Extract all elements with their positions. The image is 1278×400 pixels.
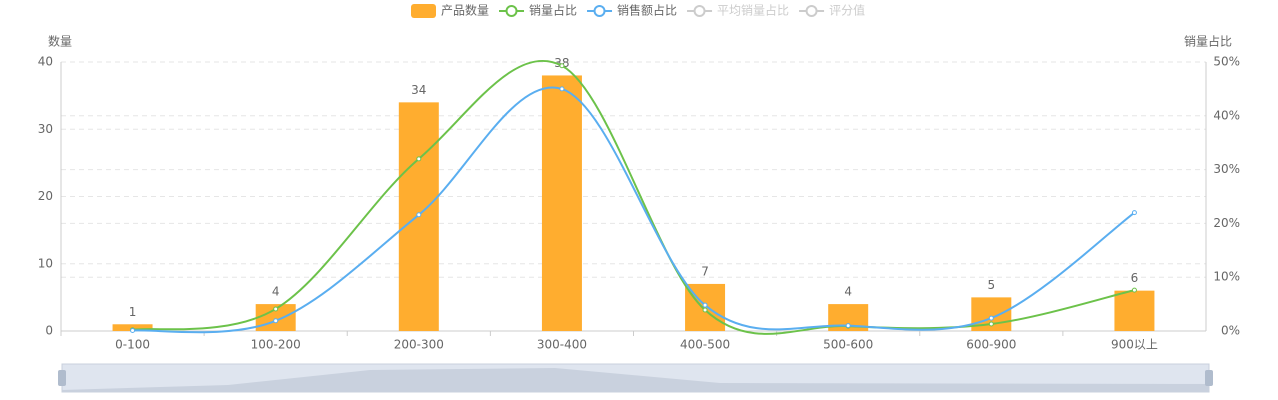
x-tick-label: 900以上 <box>1111 338 1158 352</box>
y2-tick-label: 20% <box>1213 216 1240 230</box>
legend-icon <box>805 5 818 17</box>
legend-icon <box>693 5 706 17</box>
y2-tick-label: 30% <box>1213 162 1240 176</box>
legend: 产品数量 销量占比 销售额占比 平均销量占比 评分值 <box>411 3 865 18</box>
legend-icon <box>411 4 436 18</box>
zoom-shadow <box>62 368 1209 392</box>
y-tick-label: 20 <box>38 189 53 203</box>
x-tick-label: 200-300 <box>394 338 444 352</box>
line <box>132 59 1135 335</box>
y-tick-label: 30 <box>38 122 53 136</box>
data-label: 38 <box>554 56 569 70</box>
x-tick-label: 400-500 <box>680 338 730 352</box>
data-label: 34 <box>411 83 426 97</box>
line-point <box>559 63 565 69</box>
x-tick-label: 0-100 <box>115 338 150 352</box>
data-label: 4 <box>272 285 280 299</box>
zoom-handle[interactable] <box>1205 370 1213 386</box>
legend-label[interactable]: 产品数量 <box>441 3 489 18</box>
line <box>132 86 1136 334</box>
line-point <box>130 327 136 333</box>
y-tick-label: 10 <box>38 256 53 270</box>
y2-tick-label: 0% <box>1221 324 1240 338</box>
legend-label[interactable]: 平均销量占比 <box>717 3 789 18</box>
legend-label[interactable]: 评分值 <box>829 3 865 18</box>
line-point <box>416 156 422 162</box>
line-point <box>273 318 279 324</box>
legend-icon <box>593 5 606 17</box>
x-tick-label: 100-200 <box>251 338 301 352</box>
y-axis-label: 数量 <box>48 34 72 49</box>
line-point <box>273 306 279 312</box>
y-tick-label: 0 <box>45 324 53 338</box>
line-point <box>988 321 994 327</box>
zoom-handle[interactable] <box>58 370 66 386</box>
line-point <box>845 323 851 329</box>
line-point <box>988 315 994 321</box>
legend-label[interactable]: 销量占比 <box>529 3 577 18</box>
x-tick-label: 500-600 <box>823 338 873 352</box>
data-zoom[interactable] <box>58 363 1213 393</box>
bar <box>1114 290 1155 331</box>
y2-axis-label: 销量占比 <box>1184 34 1232 49</box>
legend-label[interactable]: 销售额占比 <box>617 3 677 18</box>
bar <box>541 75 582 331</box>
x-tick-label: 300-400 <box>537 338 587 352</box>
data-label: 5 <box>987 278 995 292</box>
line-point <box>1131 287 1137 293</box>
y2-tick-label: 10% <box>1213 270 1240 284</box>
data-label: 4 <box>844 285 852 299</box>
line-point <box>559 86 565 92</box>
legend-icon <box>505 5 518 17</box>
data-label: 7 <box>701 264 709 278</box>
line-point <box>702 307 708 313</box>
data-label: 1 <box>129 305 137 319</box>
line-point <box>1131 210 1137 216</box>
y2-tick-label: 50% <box>1213 55 1240 69</box>
y-tick-label: 40 <box>38 55 53 69</box>
x-tick-label: 600-900 <box>966 338 1016 352</box>
line-point <box>416 212 422 218</box>
line-point <box>702 302 708 308</box>
data-label: 6 <box>1131 271 1139 285</box>
y2-tick-label: 40% <box>1213 108 1240 122</box>
